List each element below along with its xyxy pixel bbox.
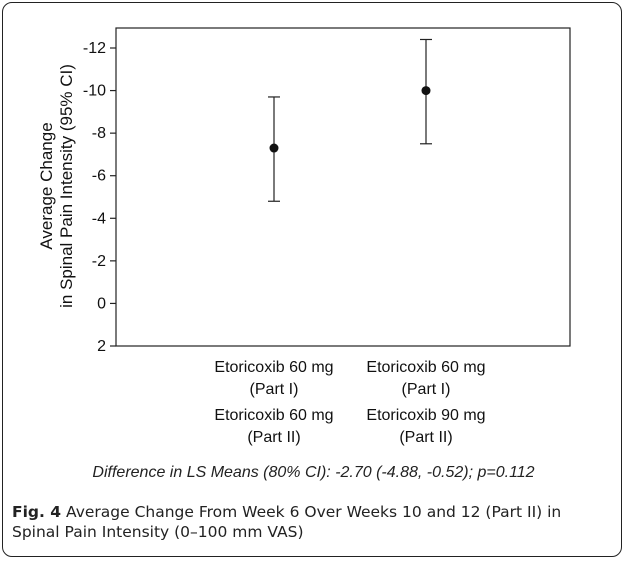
- caption-text: Average Change From Week 6 Over Weeks 10…: [12, 503, 562, 541]
- y-ticks: -12 -10 -8 -6 -4 -2 0 2: [83, 40, 116, 355]
- x-category-label: (Part I): [402, 381, 451, 398]
- y-tick-label: -6: [92, 168, 106, 185]
- x-category-label: Etoricoxib 60 mg: [366, 359, 485, 376]
- stat-note: Difference in LS Means (80% CI): -2.70 (…: [92, 464, 535, 481]
- mean-point: [421, 86, 431, 96]
- y-tick-label: -4: [92, 210, 106, 227]
- caption-label: Fig. 4: [12, 503, 62, 521]
- y-axis-label-line-2: in Spinal Pain Intensity (95% CI): [57, 64, 76, 308]
- x-category-label: Etoricoxib 60 mg: [214, 359, 333, 376]
- x-category-label: (Part II): [247, 429, 300, 446]
- y-axis-label-line-1: Average Change: [37, 122, 56, 249]
- category-labels: Etoricoxib 60 mg (Part I) Etoricoxib 60 mg…: [214, 359, 485, 446]
- y-tick-label: -12: [83, 40, 106, 57]
- y-tick-label: -10: [83, 83, 106, 100]
- y-tick-label: 2: [97, 338, 106, 355]
- x-category-label: (Part I): [250, 381, 299, 398]
- y-tick-label: -8: [92, 125, 106, 142]
- y-tick-label: -2: [92, 253, 106, 270]
- chart: Average Change in Spinal Pain Intensity …: [37, 27, 571, 446]
- plot-area: [115, 27, 571, 347]
- y-tick-label: 0: [97, 295, 106, 312]
- x-category-label: Etoricoxib 60 mg: [214, 407, 333, 424]
- data-marks: [268, 38, 432, 202]
- mean-point: [269, 143, 279, 153]
- x-category-label: (Part II): [399, 429, 452, 446]
- figure-frame: [2, 2, 622, 557]
- x-category-label: Etoricoxib 90 mg: [366, 407, 485, 424]
- figure-caption: Fig. 4 Average Change From Week 6 Over W…: [12, 502, 612, 542]
